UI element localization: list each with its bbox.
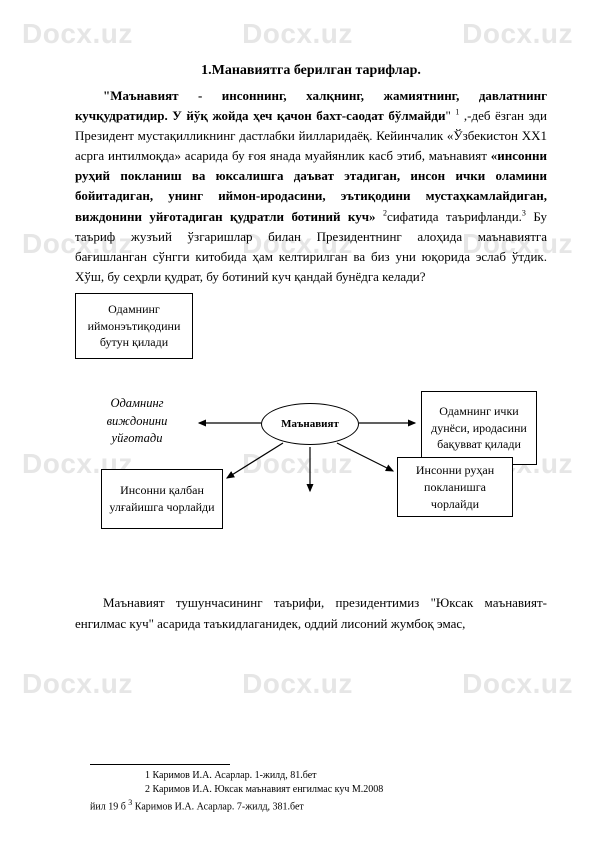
section-title: 1.Манавиятга берилган тарифлар. <box>75 60 547 82</box>
diagram-left-italic: Одамнинг виждонини уйғотади <box>87 395 187 448</box>
watermark: Docx.uz <box>462 668 573 700</box>
para-segment: " <box>445 108 455 123</box>
footnote-3-pre: йил 19 б <box>90 801 128 812</box>
para-segment: сифатида таърифланди. <box>387 209 522 224</box>
watermark-row: Docx.uz Docx.uz Docx.uz <box>0 668 595 700</box>
footnote-1: 1 Каримов И.А. Асарлар. 1-жилд, 81.бет <box>90 769 547 783</box>
watermark: Docx.uz <box>242 18 353 50</box>
footnotes: 1 Каримов И.А. Асарлар. 1-жилд, 81.бет 2… <box>90 764 547 814</box>
concept-diagram: Одамнинг иймонэътиқодини бутун қилади Од… <box>75 293 547 583</box>
footnote-3: йил 19 б 3 Каримов И.А. Асарлар. 7-жилд,… <box>90 797 547 814</box>
watermark: Docx.uz <box>462 18 573 50</box>
diagram-box-bottom-right: Инсонни руҳан покланишга чорлайди <box>397 457 513 517</box>
bottom-paragraph: Маънавият тушунчасининг таърифи, президе… <box>75 593 547 635</box>
diagram-center-ellipse: Маънавият <box>261 403 359 445</box>
footnote-2: 2 Каримов И.А. Юксак маънавият енгилмас … <box>90 783 547 797</box>
diagram-box-right: Одамнинг ички дунёси, иродасини бақувват… <box>421 391 537 465</box>
watermark: Docx.uz <box>22 668 133 700</box>
page-content: 1.Манавиятга берилган тарифлар. "Маънави… <box>75 60 547 635</box>
footnote-3-post: Каримов И.А. Асарлар. 7-жилд, 381.бет <box>132 801 304 812</box>
diagram-box-top: Одамнинг иймонэътиқодини бутун қилади <box>75 293 193 359</box>
diagram-box-bottom-left: Инсонни қалбан улғайишга чорлайди <box>101 469 223 529</box>
watermark-row: Docx.uz Docx.uz Docx.uz <box>0 18 595 50</box>
watermark: Docx.uz <box>242 668 353 700</box>
footnote-rule <box>90 764 230 765</box>
watermark: Docx.uz <box>22 18 133 50</box>
main-paragraph: "Маънавият - инсоннинг, халқнинг, жамият… <box>75 86 547 287</box>
